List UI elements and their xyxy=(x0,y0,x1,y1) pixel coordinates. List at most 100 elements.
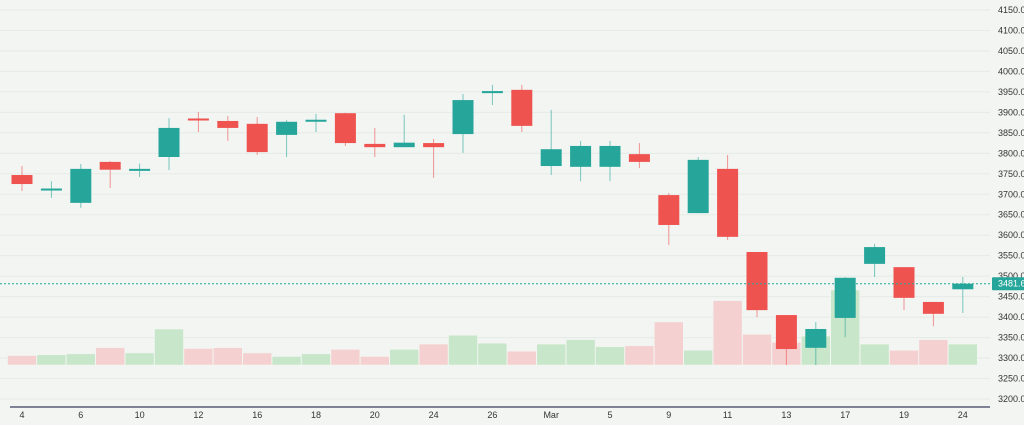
candle-body xyxy=(305,119,327,122)
x-tick-label: Mar xyxy=(543,410,559,420)
candle-body xyxy=(687,159,709,214)
y-tick-label: 3350.0 xyxy=(998,333,1024,343)
last-price-label: 3481.6 xyxy=(998,279,1024,289)
candle-body xyxy=(570,145,592,167)
volume-bar xyxy=(418,343,449,366)
volume-bar xyxy=(624,345,655,366)
x-tick-label: 11 xyxy=(723,410,732,420)
volume-bar xyxy=(918,339,949,366)
y-tick-label: 3500.0 xyxy=(998,271,1024,281)
candle-body xyxy=(746,251,768,311)
candle-body xyxy=(99,161,121,170)
volume-bar xyxy=(712,300,743,366)
candle-body xyxy=(393,142,415,148)
y-tick-label: 3300.0 xyxy=(998,353,1024,363)
volume-bar xyxy=(95,347,125,366)
volume-bar xyxy=(595,346,625,366)
y-tick-label: 3950.0 xyxy=(998,87,1024,97)
volume-bars xyxy=(7,289,978,366)
volume-bar xyxy=(183,348,214,366)
y-tick-label: 3250.0 xyxy=(998,374,1024,384)
volume-bar xyxy=(889,349,919,366)
candle-body xyxy=(775,315,797,350)
volume-bar xyxy=(7,355,37,366)
y-tick-label: 4100.0 xyxy=(998,25,1024,35)
candle-body xyxy=(187,118,209,121)
x-tick-label: 9 xyxy=(666,410,671,420)
x-tick-label: 10 xyxy=(135,410,145,420)
candle-body xyxy=(452,100,474,135)
volume-bar xyxy=(742,334,772,366)
x-tick-label: 19 xyxy=(899,410,909,420)
volume-bar xyxy=(242,352,272,366)
candle-body xyxy=(717,168,739,237)
y-tick-label: 3650.0 xyxy=(998,210,1024,220)
volume-bar xyxy=(36,354,67,366)
y-tick-label: 3600.0 xyxy=(998,230,1024,240)
y-tick-label: 4050.0 xyxy=(998,46,1024,56)
candle-body xyxy=(217,120,239,128)
candle-body xyxy=(805,328,827,348)
last-price-tag: 3481.6 xyxy=(992,277,1024,291)
x-tick-label: 16 xyxy=(252,410,262,420)
y-tick-label: 4000.0 xyxy=(998,66,1024,76)
x-tick-label: 13 xyxy=(781,410,791,420)
y-tick-label: 3900.0 xyxy=(998,107,1024,117)
x-tick-label: 18 xyxy=(311,410,321,420)
candle-body xyxy=(70,168,92,203)
x-tick-label: 24 xyxy=(429,410,439,420)
volume-bar xyxy=(536,343,567,366)
y-tick-label: 3450.0 xyxy=(998,292,1024,302)
x-tick-label: 6 xyxy=(78,410,83,420)
volume-bar xyxy=(124,352,155,366)
y-tick-label: 3550.0 xyxy=(998,251,1024,261)
x-tick-label: 24 xyxy=(958,410,968,420)
volume-bar xyxy=(477,342,508,366)
volume-bar xyxy=(301,353,331,366)
y-tick-label: 3700.0 xyxy=(998,189,1024,199)
volume-bar xyxy=(359,356,390,366)
candle-body xyxy=(246,123,268,153)
y-tick-label: 3800.0 xyxy=(998,148,1024,158)
volume-bar xyxy=(154,328,184,366)
volume-bar xyxy=(389,349,420,366)
candle-body xyxy=(540,149,562,167)
volume-bar xyxy=(947,343,978,366)
x-tick-label: 26 xyxy=(487,410,497,420)
y-tick-label: 3400.0 xyxy=(998,312,1024,322)
y-tick-label: 3850.0 xyxy=(998,128,1024,138)
candle-body xyxy=(599,145,621,167)
x-tick-label: 20 xyxy=(370,410,380,420)
volume-bar xyxy=(653,321,684,366)
candle-body xyxy=(40,188,62,191)
volume-bar xyxy=(213,347,243,366)
x-tick-label: 4 xyxy=(19,410,24,420)
candle-body xyxy=(893,267,915,298)
candle-body xyxy=(158,127,180,158)
candle-body xyxy=(11,175,33,185)
candle-body xyxy=(864,247,886,264)
volume-bar xyxy=(565,339,596,366)
candle-body xyxy=(628,154,650,162)
candle-body xyxy=(364,143,386,148)
candle-body xyxy=(952,283,974,290)
volume-bar xyxy=(859,343,890,366)
candle-body xyxy=(834,277,856,318)
volume-bar xyxy=(448,334,478,366)
volume-bar xyxy=(683,349,714,366)
volume-bar xyxy=(66,353,96,366)
candle-body xyxy=(423,143,445,148)
candle-body xyxy=(276,121,298,135)
y-tick-label: 3200.0 xyxy=(998,394,1024,404)
candle-body xyxy=(511,89,533,126)
volume-bar xyxy=(330,349,361,366)
y-tick-label: 4150.0 xyxy=(998,5,1024,15)
x-tick-label: 17 xyxy=(840,410,850,420)
y-tick-label: 3750.0 xyxy=(998,169,1024,179)
candle-body xyxy=(334,113,356,144)
candles xyxy=(11,84,974,366)
candle-body xyxy=(129,168,151,171)
y-axis: 4150.0 4100.0 4050.0 4000.0 3950.0 3900.0 3850… xyxy=(998,5,1024,404)
candle-body xyxy=(481,91,503,94)
